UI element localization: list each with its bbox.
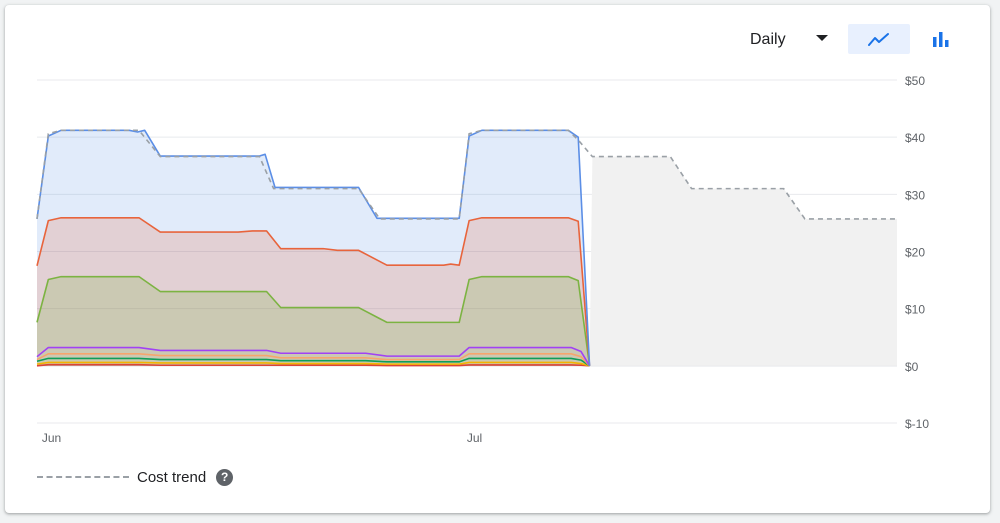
cost-chart-card: Daily $50 $40 $30 $20 $10 $0 $-10 Jun Jul	[5, 5, 990, 513]
y-axis-ticks: $50 $40 $30 $20 $10 $0 $-10	[905, 74, 929, 431]
help-circle-icon[interactable]: ?	[216, 468, 234, 486]
chart-svg: $50 $40 $30 $20 $10 $0 $-10 Jun Jul	[36, 74, 929, 445]
granularity-dropdown[interactable]: Daily	[750, 25, 840, 55]
x-tick-label: Jul	[467, 431, 482, 445]
y-tick-label: $10	[905, 303, 925, 317]
series-area	[37, 276, 590, 366]
y-tick-label: $-10	[905, 417, 929, 431]
bar-chart-icon	[933, 32, 949, 47]
line-chart-icon	[868, 33, 889, 46]
chart-legend: Cost trend ?	[37, 465, 234, 489]
series-areas	[36, 129, 591, 367]
y-tick-label: $40	[905, 131, 925, 145]
forecast-region	[589, 156, 897, 366]
series-line	[36, 216, 591, 366]
chart-toolbar: Daily	[5, 5, 990, 75]
y-tick-label: $50	[905, 74, 925, 88]
granularity-value: Daily	[750, 31, 786, 48]
series-line	[36, 353, 591, 367]
series-area	[37, 217, 590, 366]
series-line	[36, 361, 590, 367]
forecast-area	[589, 156, 897, 366]
dropdown-caret-icon	[816, 35, 828, 41]
series-line	[36, 346, 591, 367]
cost-trend-swatch	[37, 476, 129, 478]
series-line	[36, 357, 590, 367]
cost-line-chart: $50 $40 $30 $20 $10 $0 $-10 Jun Jul	[5, 5, 990, 455]
bar-chart-view-button[interactable]	[910, 24, 972, 54]
cost-trend-label: Cost trend	[137, 468, 207, 486]
cost-trend-path	[36, 129, 897, 220]
series-line	[36, 275, 591, 366]
line-chart-view-button[interactable]	[848, 24, 910, 54]
series-line	[36, 363, 590, 367]
y-tick-label: $0	[905, 360, 919, 374]
x-axis-ticks: Jun Jul	[42, 431, 482, 445]
y-tick-label: $30	[905, 188, 925, 202]
x-tick-label: Jun	[42, 431, 61, 445]
cost-trend-line	[36, 129, 897, 220]
y-tick-label: $20	[905, 246, 925, 260]
